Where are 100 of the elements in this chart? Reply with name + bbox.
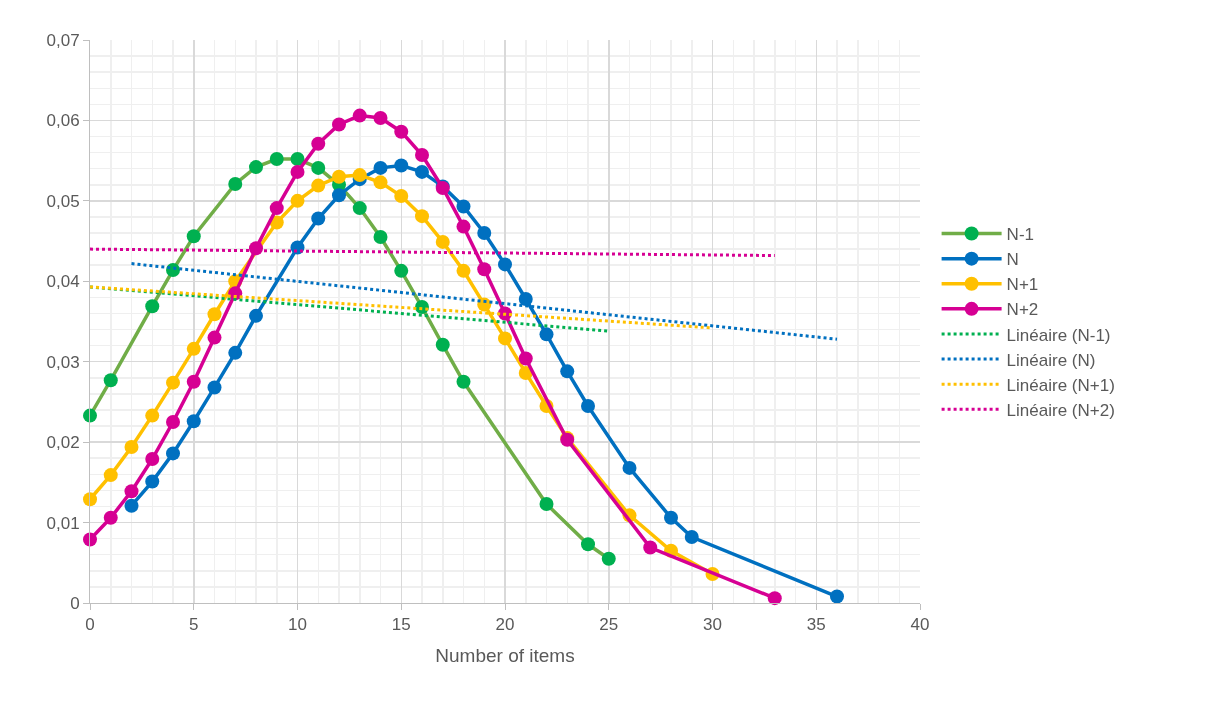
legend-label: N-1	[1006, 225, 1035, 245]
point	[83, 408, 97, 423]
point	[477, 226, 492, 241]
point	[415, 148, 429, 162]
point	[498, 257, 512, 272]
y-tick-label: 0,02	[46, 433, 80, 453]
point	[269, 152, 284, 167]
point	[207, 330, 222, 345]
x-tick-label: 20	[495, 615, 515, 635]
point	[352, 168, 367, 183]
x-tick-label: 35	[806, 615, 826, 635]
point	[311, 178, 326, 193]
point	[830, 589, 844, 604]
point	[311, 136, 326, 151]
point	[498, 331, 512, 346]
legend-label: Linéaire (N)	[1006, 350, 1096, 370]
point	[767, 591, 782, 606]
point	[311, 160, 326, 175]
point	[103, 373, 118, 388]
point	[290, 152, 305, 167]
point	[207, 307, 222, 322]
y-tick-label: 0,01	[46, 513, 80, 533]
legend-label: Linéaire (N+2)	[1006, 400, 1115, 420]
point	[539, 327, 554, 342]
legend-label: N+2	[1006, 300, 1039, 320]
point	[518, 351, 533, 366]
y-tick-label: 0,03	[46, 352, 80, 372]
point	[394, 189, 409, 204]
y-tick-label: 0,04	[46, 272, 80, 292]
point	[228, 345, 243, 360]
x-tick-label: 5	[189, 615, 199, 635]
point	[145, 474, 160, 489]
point	[456, 263, 471, 278]
point	[518, 291, 533, 306]
point	[145, 299, 160, 314]
point	[166, 375, 180, 390]
point	[124, 498, 139, 513]
legend-label: Linéaire (N-1)	[1006, 325, 1111, 345]
point	[684, 530, 699, 545]
x-tick-label: 40	[910, 615, 930, 635]
point	[435, 337, 450, 352]
point	[311, 211, 326, 226]
point	[186, 374, 201, 389]
point	[643, 540, 658, 555]
point	[290, 164, 305, 179]
y-tick-label: 0,05	[46, 191, 80, 211]
point	[332, 188, 346, 203]
point	[415, 209, 429, 224]
y-tick-label: 0	[70, 593, 80, 613]
point	[456, 219, 471, 234]
point	[186, 229, 201, 244]
point	[560, 364, 575, 379]
point	[166, 446, 180, 461]
point	[539, 497, 554, 512]
point	[249, 160, 263, 175]
point	[186, 414, 201, 429]
point	[124, 439, 139, 454]
point	[373, 175, 388, 190]
point	[332, 169, 346, 184]
legend-label: N+1	[1006, 275, 1039, 295]
point	[477, 262, 492, 277]
point	[394, 124, 409, 139]
x-axis-title: Number of items	[435, 645, 575, 667]
point	[207, 380, 222, 395]
y-tick-label: 0,07	[46, 30, 80, 50]
point	[290, 193, 305, 208]
legend-label: N	[1006, 250, 1019, 270]
legend-label: Linéaire (N+1)	[1006, 375, 1115, 395]
point	[249, 308, 263, 323]
point	[622, 460, 637, 475]
point	[332, 117, 346, 132]
point	[103, 468, 118, 483]
point	[456, 199, 471, 214]
point	[228, 176, 243, 191]
y-tick-label: 0,06	[46, 111, 80, 131]
point	[373, 160, 388, 175]
x-tick-label: 15	[391, 615, 411, 635]
point	[373, 230, 388, 245]
point	[124, 484, 139, 499]
point	[415, 164, 429, 179]
point	[145, 408, 160, 423]
point	[581, 537, 595, 552]
point	[269, 201, 284, 216]
point	[601, 551, 616, 566]
point	[394, 158, 409, 173]
x-tick-label: 0	[85, 615, 95, 635]
point	[394, 263, 409, 278]
point	[352, 201, 367, 216]
point	[166, 415, 180, 430]
x-tick-label: 30	[703, 615, 722, 635]
point	[145, 452, 160, 467]
point	[456, 374, 471, 389]
point	[103, 510, 118, 525]
x-tick-label: 25	[599, 615, 619, 635]
point	[664, 510, 678, 525]
point	[186, 341, 201, 356]
point	[352, 108, 367, 123]
point	[435, 234, 450, 249]
point	[581, 398, 595, 413]
point	[373, 111, 388, 126]
